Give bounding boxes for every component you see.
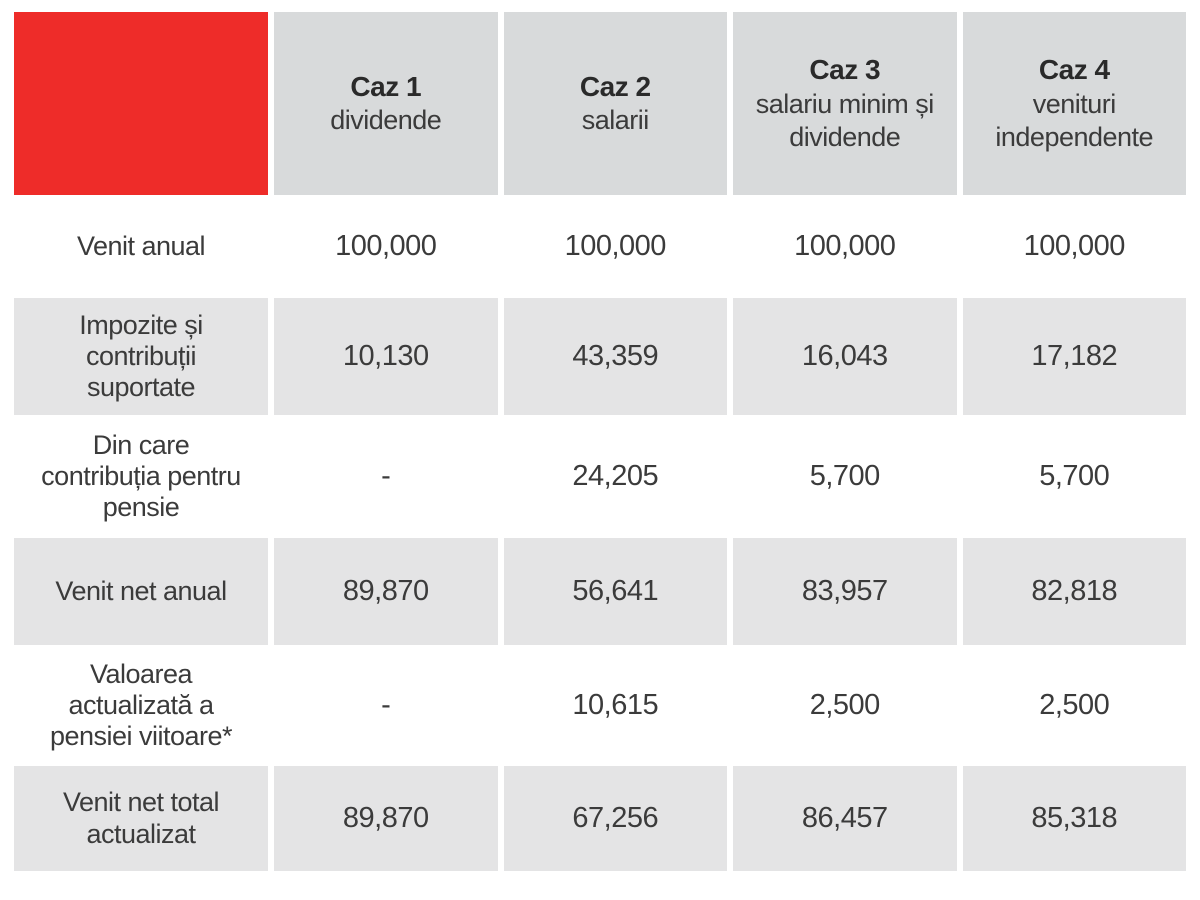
column-title: Caz 4 xyxy=(1038,54,1110,86)
column-subtitle: salariu minim și dividende xyxy=(755,88,935,152)
row-label-venit-anual: Venit anual xyxy=(14,198,268,295)
table-cell: 5,700 xyxy=(733,418,957,535)
table-cell: 67,256 xyxy=(503,766,727,871)
corner-block xyxy=(14,12,268,195)
table-cell: 16,043 xyxy=(733,298,957,415)
column-title: Caz 3 xyxy=(809,54,881,86)
column-title: Caz 1 xyxy=(350,70,422,102)
table-cell: 100,000 xyxy=(962,198,1186,295)
table-cell: 2,500 xyxy=(733,648,957,763)
table-cell: 89,870 xyxy=(274,538,498,645)
table-cell: - xyxy=(274,418,498,535)
table-cell: 100,000 xyxy=(274,198,498,295)
table-cell: 43,359 xyxy=(503,298,727,415)
table-cell: - xyxy=(274,648,498,763)
table-cell: 100,000 xyxy=(733,198,957,295)
table-cell: 56,641 xyxy=(503,538,727,645)
table-cell: 82,818 xyxy=(962,538,1186,645)
table-cell: 5,700 xyxy=(962,418,1186,535)
column-header-caz1: Caz 1 dividende xyxy=(274,12,498,195)
table-cell: 83,957 xyxy=(733,538,957,645)
column-title: Caz 2 xyxy=(579,70,651,102)
table-cell: 85,318 xyxy=(962,766,1186,871)
column-header-caz2: Caz 2 salarii xyxy=(503,12,727,195)
table-cell: 2,500 xyxy=(962,648,1186,763)
comparison-table: Caz 1 dividende Caz 2 salarii Caz 3 sala… xyxy=(14,12,1186,871)
row-label-venit-net-total: Venit net total actualizat xyxy=(14,766,268,871)
table-cell: 89,870 xyxy=(274,766,498,871)
column-subtitle: venituri independente xyxy=(995,88,1154,152)
table-cell: 24,205 xyxy=(503,418,727,535)
column-header-caz3: Caz 3 salariu minim și dividende xyxy=(733,12,957,195)
row-label-venit-net-anual: Venit net anual xyxy=(14,538,268,645)
table-cell: 17,182 xyxy=(962,298,1186,415)
row-label-contributia-pensie: Din care contribuția pentru pensie xyxy=(14,418,268,535)
column-subtitle: salarii xyxy=(581,105,650,136)
table-cell: 86,457 xyxy=(733,766,957,871)
row-label-valoarea-actualizata: Valoarea actualizată a pensiei viitoare* xyxy=(14,648,268,763)
row-label-impozite: Impozite și contribuții suportate xyxy=(14,298,268,415)
column-subtitle: dividende xyxy=(330,105,442,136)
table-cell: 100,000 xyxy=(503,198,727,295)
table-cell: 10,130 xyxy=(274,298,498,415)
column-header-caz4: Caz 4 venituri independente xyxy=(962,12,1186,195)
table-cell: 10,615 xyxy=(503,648,727,763)
